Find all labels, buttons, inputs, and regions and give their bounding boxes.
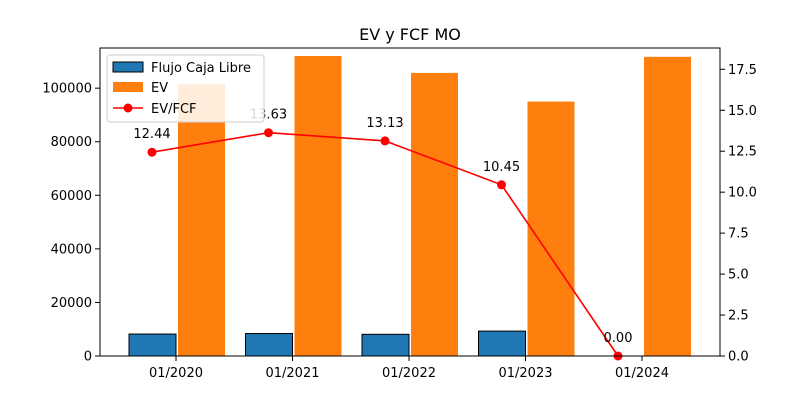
- bars-layer: [128, 56, 691, 357]
- data-label-ev-fcf: 0.00: [604, 331, 633, 346]
- y-left-tick-label: 40000: [51, 242, 92, 257]
- bar-ev: [527, 101, 575, 356]
- point-ev-fcf: [497, 180, 506, 190]
- bar-ev: [294, 56, 342, 356]
- y-right-tick-label: 10.0: [728, 186, 757, 201]
- y-left-tick-label: 80000: [51, 135, 92, 150]
- x-tick-label: 01/2020: [149, 366, 203, 381]
- legend-label-ev: EV: [151, 81, 168, 96]
- point-ev-fcf: [380, 136, 390, 146]
- x-tick-label: 01/2023: [498, 366, 552, 381]
- legend-box: [106, 54, 265, 123]
- y-right-tick-label: 2.5: [728, 309, 749, 324]
- legend: Flujo Caja Libre EV EV/FCF: [106, 54, 265, 123]
- y-left-tick-label: 60000: [51, 189, 92, 204]
- point-ev-fcf: [147, 147, 157, 157]
- bar-flujo-caja-libre: [245, 333, 293, 357]
- bar-ev: [411, 72, 458, 356]
- data-label-ev-fcf: 13.13: [366, 116, 403, 131]
- data-label-ev-fcf: 12.44: [133, 127, 170, 142]
- y-left-tick-label: 0: [84, 350, 92, 365]
- bar-ev: [178, 84, 225, 356]
- legend-label-ev-fcf: EV/FCF: [151, 102, 197, 117]
- x-tick-label: 01/2024: [615, 366, 669, 381]
- legend-swatch-flujo-caja-libre: [112, 61, 144, 73]
- legend-label-flujo-caja-libre: Flujo Caja Libre: [151, 61, 251, 76]
- axes-layer: 0 20000 40000 60000 80000 100000 0.0 2.5 5.0 7.5 1…: [42, 47, 757, 381]
- y-right-tick-label: 15.0: [728, 104, 757, 119]
- plot-frame: [99, 47, 721, 357]
- y-right-tick-label: 12.5: [728, 145, 757, 160]
- y-right-tick-label: 5.0: [728, 268, 749, 283]
- x-tick-label: 01/2022: [382, 366, 436, 381]
- bar-ev: [644, 56, 691, 357]
- y-left-tick-label: 100000: [42, 82, 92, 97]
- data-label-ev-fcf: 10.45: [483, 160, 520, 175]
- y-right-tick-label: 0.0: [728, 350, 749, 365]
- y-right-tick-label: 17.5: [728, 63, 757, 78]
- x-tick-label: 01/2021: [265, 366, 319, 381]
- chart-title: EV y FCF MO: [359, 25, 461, 44]
- legend-swatch-ev: [113, 82, 143, 92]
- y-left-tick-label: 20000: [51, 296, 92, 311]
- bar-flujo-caja-libre: [478, 330, 526, 357]
- legend-swatch-marker-ev-fcf: [123, 103, 133, 113]
- point-ev-fcf: [264, 128, 273, 138]
- y-right-tick-label: 7.5: [728, 227, 749, 242]
- bar-flujo-caja-libre: [361, 333, 410, 357]
- bar-flujo-caja-libre: [128, 333, 177, 357]
